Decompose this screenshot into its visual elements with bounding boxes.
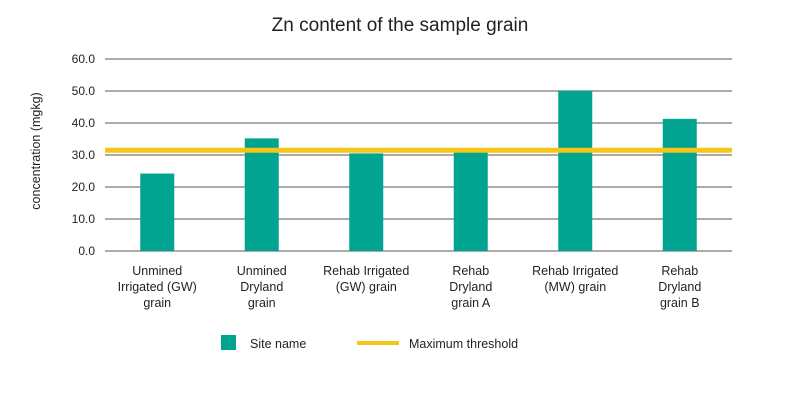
x-category-label-line: Unmined bbox=[237, 264, 287, 278]
bar bbox=[140, 173, 175, 251]
x-category-label-line: Unmined bbox=[132, 264, 182, 278]
x-category-label-line: Dryland bbox=[449, 280, 492, 294]
x-category-label: Rehab Dryland grain B bbox=[658, 264, 701, 310]
x-category-label-line: Irrigated (GW) bbox=[118, 280, 197, 294]
x-category-label-line: Rehab bbox=[661, 264, 698, 278]
x-category-label-line: grain A bbox=[451, 296, 491, 310]
y-tick-label: 40.0 bbox=[72, 116, 96, 130]
y-tick-label: 50.0 bbox=[72, 84, 96, 98]
y-tick-label: 60.0 bbox=[72, 52, 96, 66]
legend-label-site-name: Site name bbox=[250, 337, 306, 351]
x-category-label-line: Rehab bbox=[452, 264, 489, 278]
x-category-label-line: Rehab Irrigated bbox=[532, 264, 618, 278]
legend-label-threshold: Maximum threshold bbox=[409, 337, 518, 351]
x-category-label: Rehab Irrigated (GW) grain bbox=[323, 264, 409, 294]
x-category-label: Rehab Irrigated (MW) grain bbox=[532, 264, 618, 294]
y-tick-label: 30.0 bbox=[72, 148, 96, 162]
x-category-label-line: grain bbox=[248, 296, 276, 310]
bar bbox=[558, 91, 593, 251]
x-category-label: Unmined Dryland grain bbox=[237, 264, 287, 310]
bar bbox=[244, 138, 279, 251]
y-tick-label: 10.0 bbox=[72, 212, 96, 226]
bars bbox=[140, 91, 697, 251]
legend: Site name Maximum threshold bbox=[221, 335, 518, 351]
y-axis-label: concentration (mgkg) bbox=[29, 92, 43, 209]
x-category-label-line: Rehab Irrigated bbox=[323, 264, 409, 278]
y-tick-label: 0.0 bbox=[78, 244, 95, 258]
y-axis-ticks: 0.0 10.0 20.0 30.0 40.0 50.0 60.0 bbox=[72, 52, 96, 258]
x-category-label-line: grain B bbox=[660, 296, 700, 310]
chart-title: Zn content of the sample grain bbox=[272, 15, 529, 36]
legend-swatch-site-name bbox=[221, 335, 236, 350]
x-category-label-line: (MW) grain bbox=[544, 280, 606, 294]
x-category-label-line: Dryland bbox=[658, 280, 701, 294]
gridlines bbox=[105, 58, 732, 252]
x-category-label-line: (GW) grain bbox=[336, 280, 397, 294]
x-category-label: Unmined Irrigated (GW) grain bbox=[118, 264, 197, 310]
x-category-label-line: Dryland bbox=[240, 280, 283, 294]
x-category-label: Rehab Dryland grain A bbox=[449, 264, 492, 310]
bar bbox=[662, 118, 697, 251]
bar bbox=[349, 153, 384, 251]
y-tick-label: 20.0 bbox=[72, 180, 96, 194]
x-category-label-line: grain bbox=[143, 296, 171, 310]
x-axis-categories: Unmined Irrigated (GW) grain Unmined Dryland… bbox=[118, 264, 702, 310]
bar bbox=[453, 150, 488, 251]
